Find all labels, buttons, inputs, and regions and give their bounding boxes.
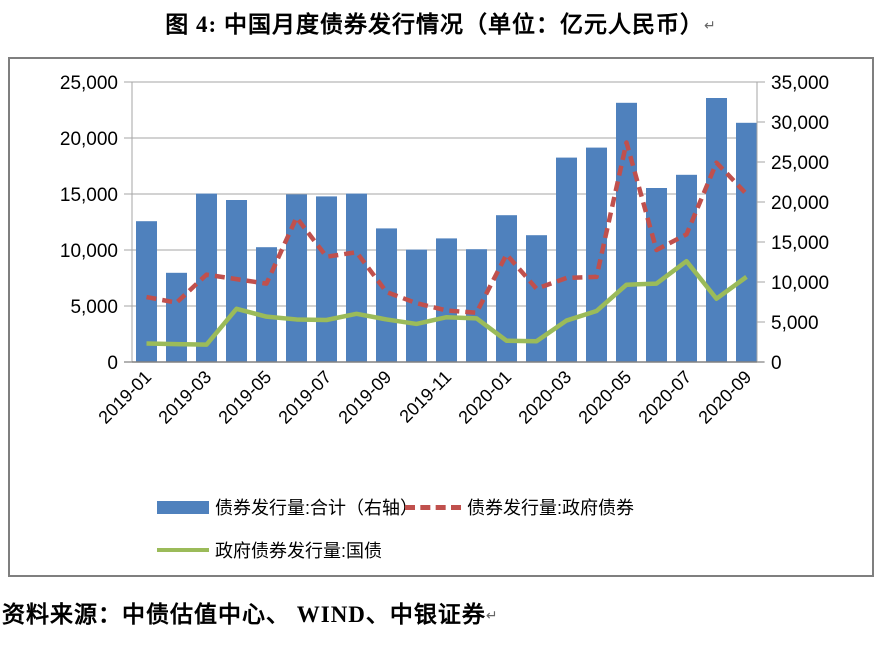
bar-total-2019-05 bbox=[256, 247, 277, 362]
legend-item-treasury: 政府债券发行量:国债 bbox=[157, 537, 382, 563]
legend-item-gov-bonds: 债券发行量:政府债券 bbox=[405, 494, 634, 520]
bar-total-2020-08 bbox=[706, 98, 727, 362]
treasury-bond-line bbox=[146, 258, 748, 347]
solid-line-swatch-icon bbox=[157, 548, 209, 552]
bar-total-2019-09 bbox=[376, 228, 397, 362]
bar-total-2020-03 bbox=[556, 157, 577, 362]
bar-total-2020-04 bbox=[586, 147, 607, 362]
left-axis-label: 15,000 bbox=[60, 185, 118, 206]
x-axis-label: 2019-11 bbox=[395, 367, 455, 427]
left-axis-label: 10,000 bbox=[60, 241, 118, 262]
right-axis-label: 35,000 bbox=[771, 73, 829, 94]
chart-frame: 0 5,000 10,000 15,000 20,000 25,000 0 5,000 10,0… bbox=[8, 57, 874, 577]
right-axis-label: 15,000 bbox=[771, 233, 829, 254]
legend-label-gov-bonds: 债券发行量:政府债券 bbox=[467, 498, 635, 518]
right-axis-label: 5,000 bbox=[771, 313, 819, 334]
x-axis-label: 2020-07 bbox=[634, 367, 695, 428]
x-axis-label: 2020-09 bbox=[694, 367, 755, 428]
source-text: 资料来源：中债估值中心、 WIND、中银证券 bbox=[2, 602, 486, 627]
x-axis-label: 2019-01 bbox=[94, 367, 155, 428]
x-axis-label: 2020-01 bbox=[454, 367, 515, 428]
bar-total-2019-06 bbox=[286, 194, 307, 362]
legend-item-total: 债券发行量:合计（右轴） bbox=[157, 494, 418, 520]
bar-total-2019-10 bbox=[406, 249, 427, 362]
bar-total-2020-09 bbox=[736, 122, 757, 362]
chart-title-text: 图 4: 中国月度债券发行情况（单位：亿元人民币） bbox=[165, 12, 704, 37]
x-axis-label: 2019-05 bbox=[214, 367, 275, 428]
bar-total-2019-02 bbox=[166, 272, 187, 362]
bar-swatch-icon bbox=[157, 500, 209, 514]
dashed-line-swatch-icon bbox=[405, 504, 461, 510]
chart-title: 图 4: 中国月度债券发行情况（单位：亿元人民币）↵ bbox=[0, 5, 882, 39]
bar-total-2019-12 bbox=[466, 249, 487, 362]
source-note: 资料来源：中债估值中心、 WIND、中银证券↵ bbox=[2, 595, 499, 629]
left-axis-label: 5,000 bbox=[70, 297, 118, 318]
x-axis-label: 2020-05 bbox=[574, 367, 635, 428]
bar-total-2019-03 bbox=[196, 193, 217, 362]
x-axis-label: 2019-09 bbox=[334, 367, 395, 428]
legend-label-total: 债券发行量:合计（右轴） bbox=[215, 498, 418, 518]
left-axis-label: 25,000 bbox=[60, 73, 118, 94]
legend-label-treasury: 政府债券发行量:国债 bbox=[215, 541, 383, 561]
bond-issuance-chart: 0 5,000 10,000 15,000 20,000 25,000 0 5,000 10,0… bbox=[60, 73, 829, 428]
left-axis-label: 20,000 bbox=[60, 129, 118, 150]
bar-total-2019-08 bbox=[346, 193, 367, 362]
right-axis-label: 25,000 bbox=[771, 153, 829, 174]
bar-total-2020-01 bbox=[496, 215, 517, 362]
left-axis-label: 0 bbox=[107, 353, 118, 374]
x-axis-label: 2019-03 bbox=[154, 367, 215, 428]
paragraph-mark: ↵ bbox=[703, 19, 717, 35]
bar-total-2020-06 bbox=[646, 188, 667, 362]
right-axis-label: 20,000 bbox=[771, 193, 829, 214]
paragraph-mark: ↵ bbox=[485, 609, 499, 625]
right-axis-label: 0 bbox=[771, 353, 782, 374]
bar-total-2019-01 bbox=[136, 221, 157, 362]
bar-total-2019-07 bbox=[316, 196, 337, 362]
x-axis-label: 2019-07 bbox=[274, 367, 335, 428]
bar-total-2019-11 bbox=[436, 238, 457, 362]
bar-total-2020-02 bbox=[526, 235, 547, 362]
x-axis-label: 2020-03 bbox=[514, 367, 575, 428]
right-axis-label: 30,000 bbox=[771, 113, 829, 134]
right-axis-label: 10,000 bbox=[771, 273, 829, 294]
